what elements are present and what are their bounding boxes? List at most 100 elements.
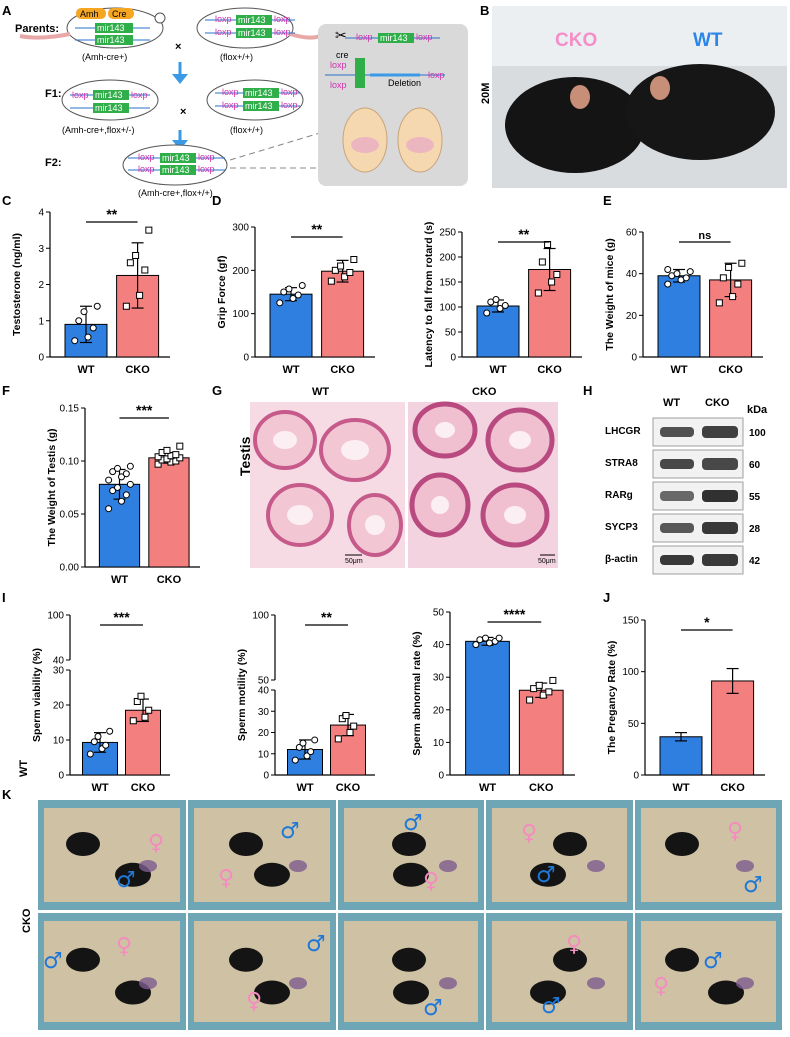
data-point-cko — [553, 271, 561, 278]
data-point-cko — [163, 446, 171, 454]
female-symbol-icon: ♀ — [653, 974, 669, 999]
gene-loxp-r3: loxp — [215, 27, 232, 37]
y-tick-label: 200 — [232, 266, 249, 277]
histology-col-wt: WT — [312, 386, 329, 398]
female-symbol-icon: ♀ — [218, 866, 234, 891]
mouse-shape — [553, 832, 587, 856]
data-point-cko — [172, 451, 180, 459]
cage-bedding — [44, 921, 180, 1022]
gene-loxp-r4: loxp — [274, 27, 291, 37]
photo-label-wt: WT — [693, 30, 723, 51]
gene-f2-mir1: mir143 — [162, 153, 190, 163]
y-tick-label: 4 — [38, 208, 44, 219]
panel-label-b: B — [480, 3, 489, 18]
panel-label-f: F — [2, 383, 10, 398]
panel-label-k: K — [2, 787, 12, 802]
mouse-shape — [392, 947, 426, 972]
panel-h: H WT CKO kDa LHCGR 100 STRA8 60 RARg 55 SYCP3 2… — [583, 383, 768, 575]
data-point-wt — [686, 268, 694, 276]
caption-f1-right: (flox+/+) — [230, 125, 263, 135]
cage-photo-wt-5: ♀♂ — [635, 800, 782, 910]
y-tick-label: 60 — [626, 228, 638, 239]
y-tick-label: 20 — [53, 701, 65, 712]
gene-f2-mir2: mir143 — [162, 165, 190, 175]
y-tick-label: 2 — [38, 280, 44, 291]
chart-j: 0 50 100 150 The Pregancy Rate (%) WT CKO * — [606, 614, 765, 794]
panel-k: K WT CKO ♂♀♀♂ ♂♀♀♂♀♂♂♀♀♂♂♀♂♀♂ — [2, 760, 782, 1030]
cage-bedding — [641, 808, 776, 902]
data-point-cko — [141, 713, 149, 721]
blot-protein-label: LHCGR — [605, 426, 641, 437]
chart-e: 0 20 40 60 The Weight of mice (g) WT CKO ns — [604, 228, 763, 376]
blot-band-cko — [702, 426, 738, 438]
blot-col-cko: CKO — [705, 397, 730, 409]
y-tick-label: 0 — [633, 771, 639, 782]
mouse-shape — [392, 832, 426, 856]
y-tick-label: 0 — [243, 353, 249, 364]
data-point-wt — [285, 285, 293, 293]
y-tick-label: 50 — [628, 719, 640, 730]
y-tick-label: 40 — [258, 686, 270, 697]
cage-bedding — [194, 921, 330, 1022]
female-symbol-icon: ♀ — [246, 989, 262, 1014]
caption-f2: (Amh-cre+,flox+/+) — [138, 188, 213, 198]
chart-i3: 0 10 20 30 40 50 Sperm abnormal rate (%) WT CKO *… — [411, 606, 575, 794]
y-tick-label: 300 — [232, 223, 249, 234]
data-point-wt — [492, 296, 500, 303]
gene-mir143-a: mir143 — [97, 23, 125, 33]
panel-g: G WT CKO Testis 50μm 50μm — [212, 383, 558, 568]
data-point-wt — [280, 288, 288, 296]
data-point-cko — [342, 712, 350, 719]
gene-f1r-loxp2: loxp — [281, 87, 298, 97]
mouse-f1-left: loxp mir143 loxp mir143 (Amh-cre+,flox+/… — [61, 79, 159, 135]
data-point-cko — [534, 289, 542, 297]
mouse-shape — [553, 947, 587, 972]
y-tick-label-upper: 40 — [53, 656, 65, 667]
data-point-cko — [129, 717, 137, 725]
significance-label-D1: ** — [311, 221, 322, 237]
blot-band-cko — [702, 522, 738, 534]
y-tick-label: 0 — [631, 353, 637, 364]
bar-cko — [321, 270, 365, 358]
y-axis-label-C: Testosterone (ng/ml) — [11, 233, 23, 336]
male-symbol-icon: ♂ — [743, 873, 763, 898]
chart-d1: 0 100 200 300 Grip Force (gf) WT CKO ** — [216, 221, 375, 376]
data-point-wt — [295, 743, 303, 751]
mouse-shape — [393, 862, 429, 887]
data-point-cko — [137, 692, 145, 700]
mouse-f1-right: loxp mir143 loxp loxp mir143 loxp (flox+… — [206, 79, 304, 135]
data-point-cko — [526, 696, 534, 704]
cage-photo-cko-1: ♂♀ — [38, 913, 186, 1030]
data-point-wt — [496, 305, 504, 312]
photo-label-cko: CKO — [555, 30, 597, 51]
nest-stain — [139, 977, 157, 990]
x-tick-label: WT — [77, 364, 94, 376]
data-point-wt — [289, 295, 297, 302]
mouse-shape — [530, 980, 566, 1005]
mouse-shape — [393, 980, 429, 1005]
data-point-cko — [136, 291, 144, 299]
data-point-wt — [276, 299, 284, 307]
data-point-cko — [346, 269, 354, 276]
male-symbol-icon: ♂ — [403, 811, 423, 836]
chart-c: 0 1 2 3 4 Testosterone (ng/ml) WT CKO ** — [11, 206, 170, 376]
data-point-wt — [126, 462, 134, 470]
nest-stain — [736, 977, 754, 990]
cage-photo-wt-4: ♀♂ — [486, 800, 633, 910]
gene-f2-loxp3: loxp — [138, 164, 155, 174]
blot-band-wt — [660, 555, 694, 565]
x-tick-label: CKO — [125, 364, 150, 376]
gene-f1r-mir2: mir143 — [245, 101, 273, 111]
data-point-cko — [538, 258, 546, 266]
data-point-wt — [307, 748, 315, 756]
y-tick-label: 0.15 — [60, 404, 80, 415]
y-tick-label: 250 — [439, 228, 456, 239]
data-point-wt — [664, 280, 672, 288]
x-tick-label: WT — [282, 364, 299, 376]
blot-rows: LHCGR 100 STRA8 60 RARg 55 SYCP3 28 β-actin 42 — [605, 417, 766, 575]
inset-deletion-label: Deletion — [388, 78, 421, 88]
cage-row-wt: WT — [18, 760, 30, 777]
y-axis-label-F: The Weight of Testis (g) — [46, 428, 58, 546]
